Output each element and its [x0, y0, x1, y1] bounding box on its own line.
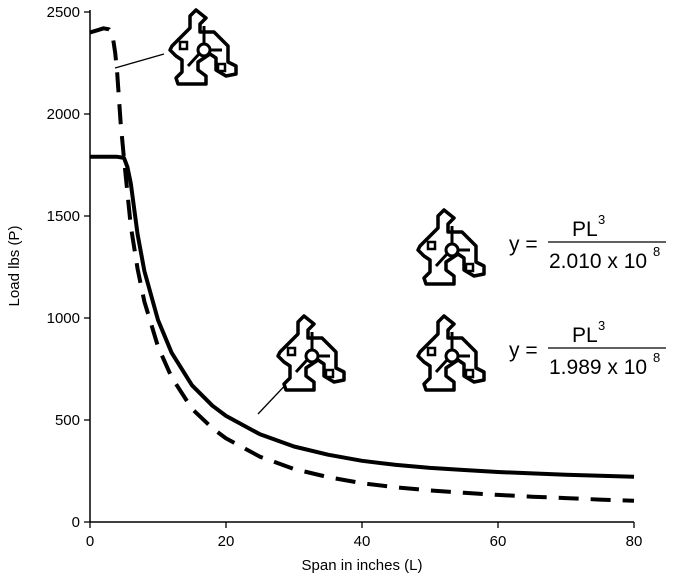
profile-icon-middle	[276, 314, 346, 392]
series-line-dashed	[89, 26, 635, 503]
series-lines	[89, 26, 635, 503]
equation-1: y = PL 3 2.010 x 10 8	[509, 212, 666, 273]
axis-ticks: 0 20 40 60 80 0 500 1000 1500 2000 2500	[47, 4, 643, 550]
profile-icon-legend-1	[416, 208, 486, 286]
x-tick-label: 40	[354, 533, 371, 550]
eq1-prefix: y =	[509, 233, 538, 256]
y-tick-label: 500	[55, 412, 80, 429]
equation-2: y = PL 3 1.989 x 10 8	[509, 318, 666, 379]
eq2-numerator: PL	[572, 324, 598, 347]
y-tick-label: 1000	[47, 310, 80, 327]
eq2-prefix: y =	[509, 339, 538, 362]
profile-icon-legend-2	[416, 314, 486, 392]
y-tick-label: 2000	[47, 106, 80, 123]
eq1-denominator: 2.010 x 10	[549, 250, 647, 273]
eq2-numerator-exponent: 3	[598, 318, 605, 333]
x-tick-label: 20	[218, 533, 235, 550]
eq1-numerator: PL	[572, 218, 598, 241]
eq1-denominator-exponent: 8	[653, 244, 660, 259]
x-axis-title: Span in inches (L)	[302, 557, 423, 574]
leader-line-top	[114, 53, 165, 69]
y-axis-title: Load lbs (P)	[6, 226, 23, 307]
x-tick-label: 80	[626, 533, 643, 550]
x-tick-label: 60	[490, 533, 507, 550]
series-line-solid	[90, 154, 635, 479]
y-tick-label: 1500	[47, 208, 80, 225]
eq2-denominator-exponent: 8	[653, 350, 660, 365]
eq2-denominator: 1.989 x 10	[549, 356, 647, 379]
eq1-numerator-exponent: 3	[598, 212, 605, 227]
profile-icon-top	[168, 8, 238, 86]
y-tick-label: 2500	[47, 4, 80, 21]
x-tick-label: 0	[86, 533, 94, 550]
y-tick-label: 0	[72, 514, 80, 531]
